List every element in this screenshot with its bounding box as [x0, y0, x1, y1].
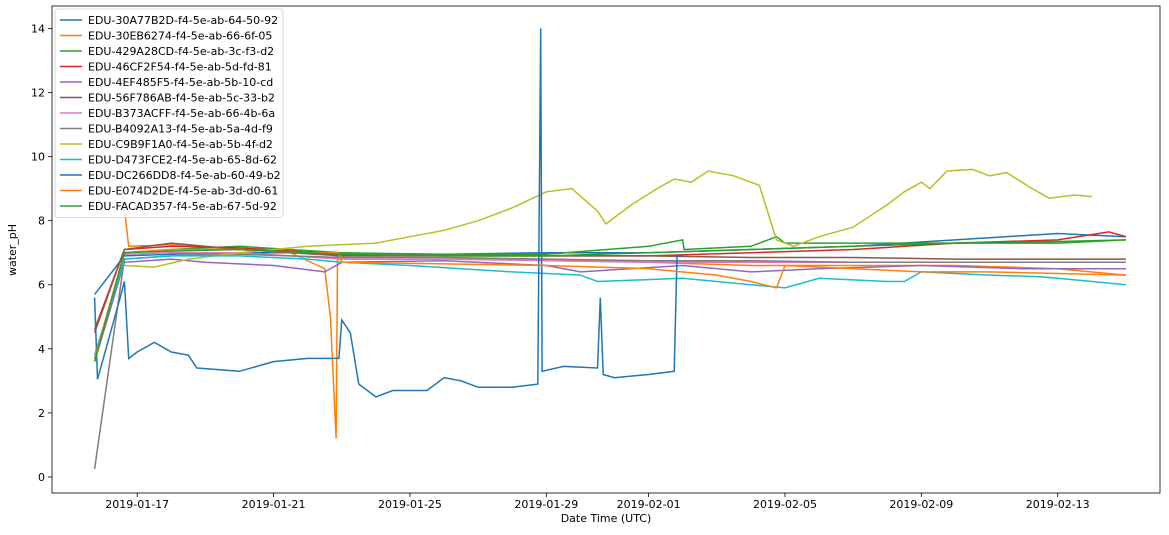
- legend-label: EDU-429A28CD-f4-5e-ab-3c-f3-d2: [88, 45, 274, 58]
- x-tick-label: 2019-02-09: [889, 498, 953, 511]
- legend-label: EDU-30EB6274-f4-5e-ab-66-6f-05: [88, 30, 272, 43]
- legend-label: EDU-30A77B2D-f4-5e-ab-64-50-92: [88, 14, 278, 27]
- legend-label: EDU-4EF485F5-f4-5e-ab-5b-10-cd: [88, 76, 273, 89]
- series-line-1: [94, 232, 1126, 295]
- plot-frame: [51, 5, 1161, 494]
- x-tick-label: 2019-02-05: [753, 498, 817, 511]
- series-line-5: [93, 258, 1126, 362]
- x-tick-label: 2019-02-13: [1026, 498, 1090, 511]
- y-axis-label: water_pH: [6, 224, 19, 276]
- y-tick-label: 6: [38, 279, 45, 292]
- series-line-9: [124, 168, 1092, 268]
- legend-label: EDU-E074D2DE-f4-5e-ab-3d-d0-61: [88, 185, 278, 198]
- series-layer: [93, 28, 1127, 470]
- y-tick-label: 10: [31, 151, 45, 164]
- y-axis: 0 2 4 6 8 10 12 14: [31, 22, 52, 484]
- y-tick-label: 0: [38, 471, 45, 484]
- legend-label: EDU-46CF2F54-f4-5e-ab-5d-fd-81: [88, 61, 272, 74]
- legend: EDU-30A77B2D-f4-5e-ab-64-50-92 EDU-30EB62…: [54, 8, 284, 218]
- series-line-13: [93, 239, 1126, 362]
- legend-label: EDU-DC266DD8-f4-5e-ab-60-49-b2: [88, 169, 281, 182]
- legend-label: EDU-B4092A13-f4-5e-ab-5a-4d-f9: [88, 123, 273, 136]
- x-tick-label: 2019-02-01: [617, 498, 681, 511]
- y-tick-label: 8: [38, 215, 45, 228]
- legend-label: EDU-B373ACFF-f4-5e-ab-66-4b-6a: [88, 107, 275, 120]
- x-tick-label: 2019-01-21: [242, 498, 306, 511]
- y-tick-label: 12: [31, 87, 45, 100]
- x-tick-label: 2019-01-29: [514, 498, 578, 511]
- y-tick-label: 2: [38, 407, 45, 420]
- legend-box: [54, 8, 284, 218]
- legend-label: EDU-D473FCE2-f4-5e-ab-65-8d-62: [88, 154, 277, 167]
- x-tick-label: 2019-01-17: [105, 498, 169, 511]
- legend-label: EDU-C9B9F1A0-f4-5e-ab-5b-4f-d2: [88, 138, 273, 151]
- legend-label: EDU-FACAD357-f4-5e-ab-67-5d-92: [88, 200, 277, 213]
- y-tick-label: 4: [38, 343, 45, 356]
- y-tick-label: 14: [31, 22, 45, 35]
- series-line-11: [93, 28, 683, 398]
- x-tick-label: 2019-01-25: [378, 498, 442, 511]
- x-axis-label: Date Time (UTC): [561, 512, 652, 525]
- x-axis: 2019-01-17 2019-01-21 2019-01-25 2019-01-29…: [105, 493, 1090, 511]
- legend-label: EDU-56F786AB-f4-5e-ab-5c-33-b2: [88, 92, 275, 105]
- series-line-10: [93, 255, 1126, 356]
